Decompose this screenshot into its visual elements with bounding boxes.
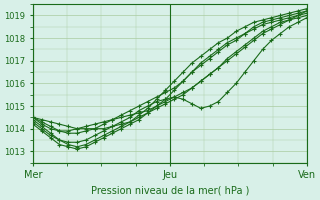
X-axis label: Pression niveau de la mer( hPa ): Pression niveau de la mer( hPa ): [91, 186, 249, 196]
